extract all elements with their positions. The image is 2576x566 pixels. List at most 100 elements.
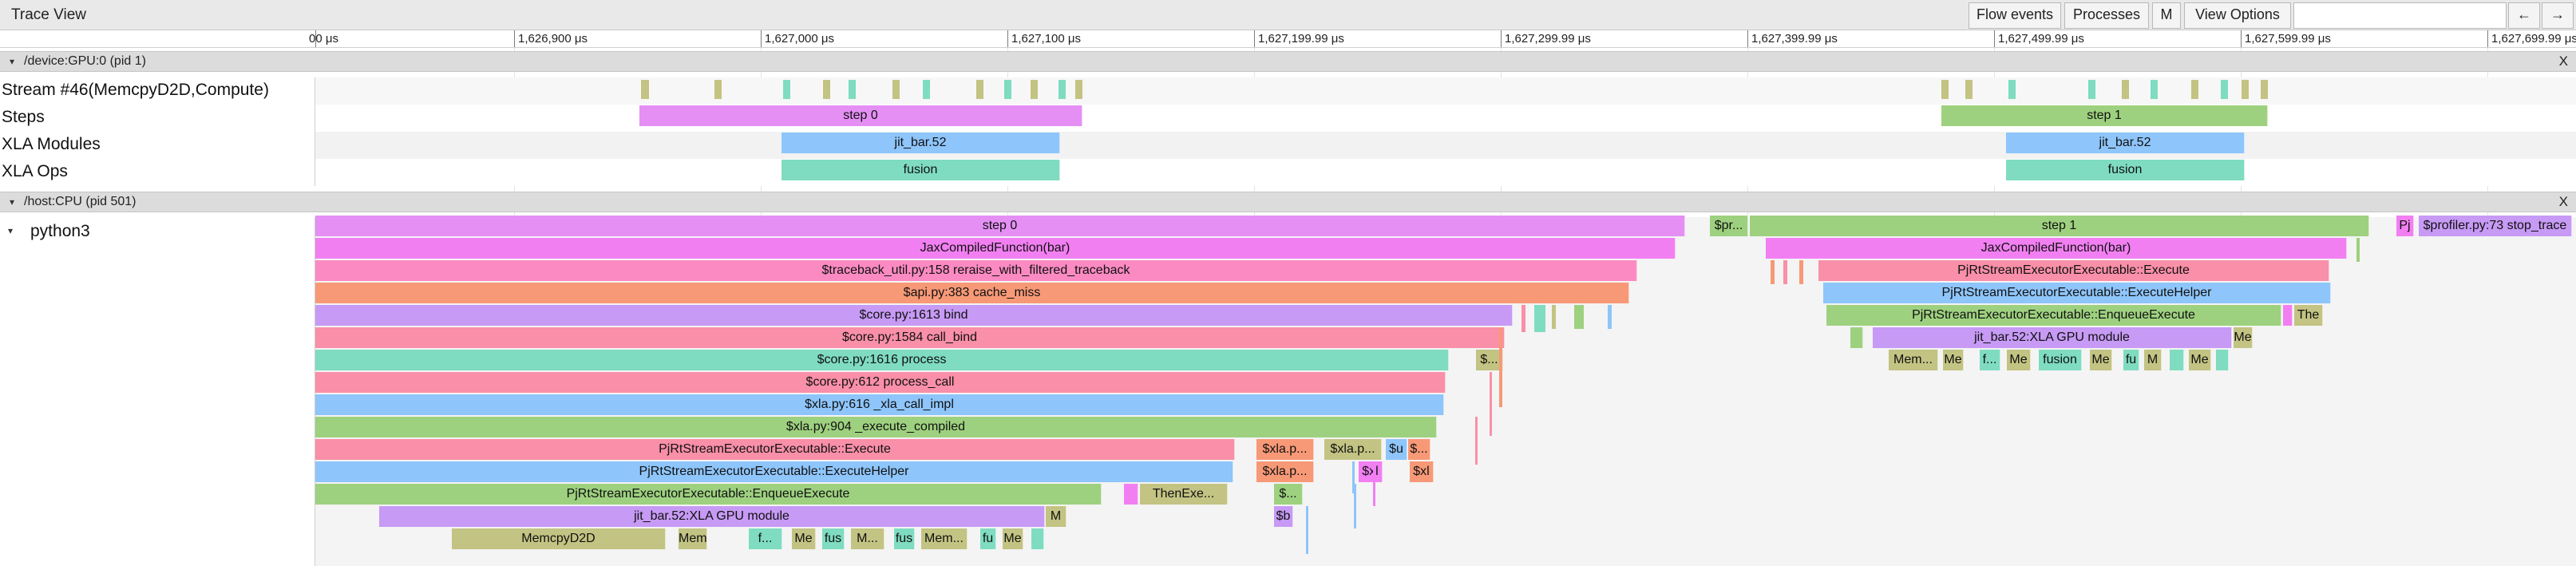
stream-event[interactable] xyxy=(1058,80,1066,99)
stack-slice[interactable]: $... xyxy=(1408,439,1430,460)
stack-slice[interactable]: Me xyxy=(2090,350,2112,370)
stack-slice[interactable]: fusion xyxy=(2039,350,2082,370)
stack-slice[interactable]: Mem... xyxy=(921,528,967,549)
stack-slice[interactable]: f... xyxy=(749,528,782,549)
stream-event[interactable] xyxy=(976,80,983,99)
stream-event[interactable] xyxy=(1965,80,1973,99)
stream-event[interactable] xyxy=(2008,80,2016,99)
stack-slice[interactable]: fus xyxy=(894,528,915,549)
stream-event[interactable] xyxy=(783,80,790,99)
stack-slice[interactable]: $pr... xyxy=(1710,216,1748,236)
flow-events-button[interactable]: Flow events xyxy=(1969,2,2061,29)
stream-event[interactable] xyxy=(1004,80,1011,99)
xla-module-slice[interactable]: jit_bar.52 xyxy=(2006,133,2245,153)
stack-slice[interactable]: $xla.py:616 _xla_call_impl xyxy=(315,394,1444,415)
stack-slice[interactable]: PjRtStreamExecutorExecutable::Execute xyxy=(1818,260,2329,281)
stack-sliver[interactable] xyxy=(1574,305,1584,329)
collapse-triangle-icon[interactable]: ▾ xyxy=(8,225,14,236)
stack-slice[interactable]: MemcpyD2D xyxy=(452,528,666,549)
stack-sliver[interactable] xyxy=(1799,260,1803,284)
stack-slice[interactable]: Me xyxy=(1003,528,1023,549)
stream-event[interactable] xyxy=(641,80,649,99)
stack-slice[interactable]: $xla.py:904 _execute_compiled xyxy=(315,417,1437,437)
stack-slice[interactable]: $b xyxy=(1274,506,1293,527)
stream-event[interactable] xyxy=(2151,80,2158,99)
xla-op-slice[interactable]: fusion xyxy=(782,160,1060,180)
stack-slice[interactable]: M xyxy=(2144,350,2162,370)
stream-event[interactable] xyxy=(1941,80,1949,99)
stack-slice[interactable]: fus xyxy=(822,528,845,549)
stack-slice[interactable]: The xyxy=(2294,305,2323,326)
stack-slice[interactable]: f... xyxy=(1980,350,2000,370)
stack-slice[interactable]: fu xyxy=(2123,350,2139,370)
stream-event[interactable] xyxy=(1075,80,1082,99)
stack-slice[interactable] xyxy=(1850,327,1863,348)
stack-slice[interactable]: $u xyxy=(1386,439,1407,460)
stack-slice[interactable]: step 0 xyxy=(315,216,1685,236)
stack-slice[interactable] xyxy=(1031,528,1044,549)
stack-slice[interactable]: $xla.p... xyxy=(1256,461,1314,482)
stack-slice[interactable]: Me xyxy=(792,528,816,549)
processes-button[interactable]: Processes xyxy=(2064,2,2149,29)
collapse-triangle-icon[interactable]: ▾ xyxy=(10,56,15,67)
stack-slice[interactable]: $traceback_util.py:158 reraise_with_filt… xyxy=(315,260,1637,281)
stack-sliver[interactable] xyxy=(2356,238,2360,262)
stream-event[interactable] xyxy=(2191,80,2198,99)
stream-event[interactable] xyxy=(892,80,900,99)
stack-slice[interactable]: Me xyxy=(2189,350,2211,370)
stack-sliver[interactable] xyxy=(1534,305,1545,332)
stack-slice[interactable]: PjRtStreamExecutorExecutable::EnqueueExe… xyxy=(1826,305,2281,326)
stack-slice[interactable]: Me xyxy=(2007,350,2031,370)
stream-event[interactable] xyxy=(2088,80,2095,99)
stack-sliver[interactable] xyxy=(1771,260,1775,284)
stack-sliver[interactable] xyxy=(1783,260,1787,284)
next-result-button[interactable]: → xyxy=(2542,2,2574,29)
stream-event[interactable] xyxy=(849,80,856,99)
stack-slice[interactable] xyxy=(1124,484,1138,505)
stream-event[interactable] xyxy=(1031,80,1038,99)
stack-sliver[interactable] xyxy=(1499,327,1502,407)
stack-slice[interactable]: Me xyxy=(1943,350,1964,370)
stack-slice[interactable]: $profiler.py:73 stop_trace xyxy=(2419,216,2572,236)
stack-slice[interactable]: jit_bar.52:XLA GPU module xyxy=(1873,327,2232,348)
stream-event[interactable] xyxy=(2221,80,2228,99)
time-ruler[interactable]: 00 μs 1,626,900 μs 1,627,000 μs 1,627,10… xyxy=(0,30,2576,48)
stack-slice[interactable]: PjRtStreamExecutorExecutable::EnqueueExe… xyxy=(315,484,1102,505)
stack-slice[interactable]: $api.py:383 cache_miss xyxy=(315,283,1629,303)
stack-slice[interactable]: M xyxy=(1046,506,1066,527)
stack-slice[interactable]: jit_bar.52:XLA GPU module xyxy=(379,506,1045,527)
stack-sliver[interactable] xyxy=(1552,305,1556,329)
stream-event[interactable] xyxy=(714,80,722,99)
close-process-button[interactable]: X xyxy=(2558,194,2568,209)
stack-slice[interactable]: PjRtStreamExecutorExecutable::Execute xyxy=(315,439,1235,460)
search-input[interactable] xyxy=(2293,2,2507,29)
stack-slice[interactable]: Mem xyxy=(679,528,707,549)
stream-event[interactable] xyxy=(923,80,930,99)
stack-sliver[interactable] xyxy=(1354,484,1356,528)
stream-event[interactable] xyxy=(2242,80,2249,99)
stack-slice[interactable]: Mem... xyxy=(1889,350,1938,370)
close-process-button[interactable]: X xyxy=(2558,53,2568,69)
stack-slice[interactable]: $core.py:612 process_call xyxy=(315,372,1446,393)
stack-slice[interactable]: PjRtStreamExecutorExecutable::ExecuteHel… xyxy=(315,461,1233,482)
process-header-gpu[interactable]: ▾ /device:GPU:0 (pid 1) X xyxy=(0,51,2576,72)
stack-slice[interactable]: $core.py:1584 call_bind xyxy=(315,327,1505,348)
stack-slice[interactable]: $core.py:1613 bind xyxy=(315,305,1513,326)
stream-event[interactable] xyxy=(2261,80,2268,99)
stack-slice[interactable]: $... xyxy=(1274,484,1303,505)
stack-slice[interactable]: JaxCompiledFunction(bar) xyxy=(1766,238,2347,259)
stack-sliver[interactable] xyxy=(1373,461,1375,506)
stack-slice[interactable] xyxy=(2170,350,2184,370)
stack-slice[interactable]: step 1 xyxy=(1750,216,2369,236)
stack-sliver[interactable] xyxy=(1475,417,1478,465)
step-slice[interactable]: step 0 xyxy=(639,105,1082,126)
stack-slice[interactable]: Pj xyxy=(2396,216,2414,236)
stack-slice[interactable]: fu xyxy=(980,528,996,549)
stack-sliver[interactable] xyxy=(1521,305,1525,332)
stack-slice[interactable]: $xl xyxy=(1359,461,1383,482)
xla-op-slice[interactable]: fusion xyxy=(2006,160,2245,180)
stack-slice[interactable]: Me xyxy=(2234,327,2253,348)
stack-slice[interactable]: M... xyxy=(851,528,884,549)
view-options-button[interactable]: View Options xyxy=(2184,2,2291,29)
stack-slice[interactable] xyxy=(2216,350,2229,370)
